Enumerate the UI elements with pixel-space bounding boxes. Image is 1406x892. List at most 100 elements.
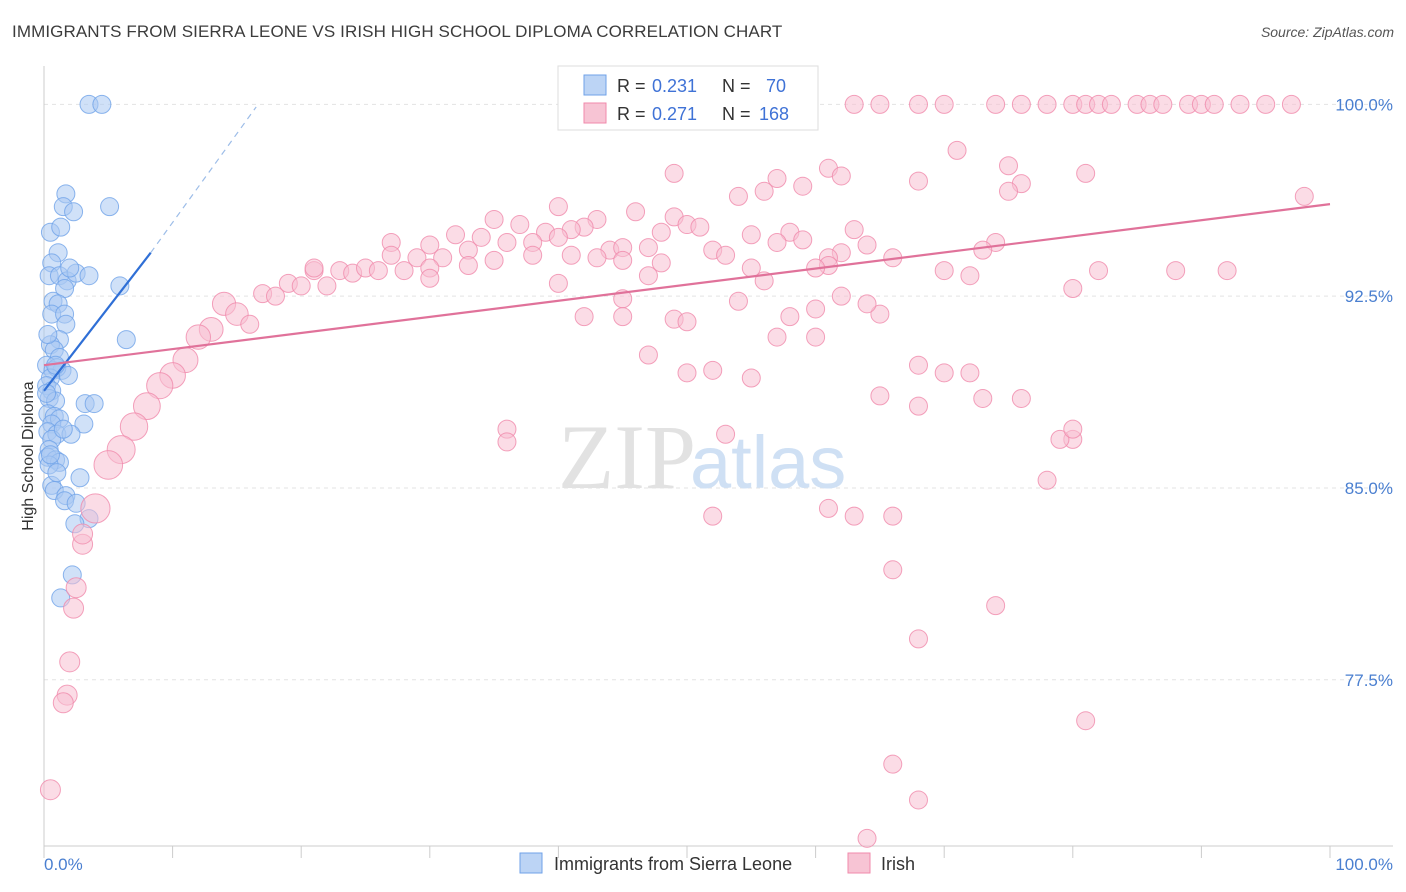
point-irish-70: [587, 248, 607, 268]
point-irish-161: [1089, 261, 1109, 281]
point-irish-62: [793, 230, 813, 250]
bottom-legend: Immigrants from Sierra Leone Irish: [519, 852, 915, 874]
point-irish-108: [146, 372, 174, 400]
point-irish-125: [780, 307, 800, 327]
y-tick-label-2: 85.0%: [1345, 479, 1393, 498]
point-irish-67: [433, 248, 453, 268]
x-tick-label-right: 100.0%: [1335, 855, 1393, 874]
point-sierra-leone-32: [58, 365, 78, 385]
point-irish-149: [1037, 470, 1057, 490]
point-sierra-leone-38: [84, 394, 104, 414]
chart-title: IMMIGRANTS FROM SIERRA LEONE VS IRISH HI…: [12, 22, 783, 41]
point-irish-159: [857, 235, 877, 255]
point-irish-37: [484, 209, 504, 229]
point-sierra-leone-69: [47, 463, 67, 483]
point-irish-163: [1217, 261, 1237, 281]
point-irish-24: [664, 163, 684, 183]
point-irish-134: [703, 360, 723, 380]
point-irish-165: [677, 363, 697, 383]
point-irish-167: [497, 432, 517, 452]
bottom-legend-swatch-blue: [519, 852, 543, 874]
point-irish-154: [883, 754, 903, 774]
point-irish-136: [806, 327, 826, 347]
point-irish-30: [999, 181, 1018, 201]
point-irish-82: [394, 261, 414, 281]
legend: R = 0.231 N = 70 R = 0.271 N = 168: [557, 65, 819, 131]
point-irish-138: [870, 386, 890, 406]
point-irish-46: [471, 227, 491, 247]
point-irish-109: [132, 392, 161, 421]
point-irish-68: [523, 245, 543, 265]
bottom-legend-label-pink: Irish: [881, 854, 915, 874]
point-irish-95: [1063, 278, 1083, 298]
point-irish-26: [831, 166, 851, 186]
point-irish-117: [63, 597, 85, 619]
point-irish-17: [1230, 94, 1250, 114]
trend-line-sierra-leone: [43, 252, 152, 392]
point-irish-25: [767, 169, 787, 189]
point-irish-61: [767, 232, 787, 252]
point-irish-144: [1063, 419, 1083, 439]
point-irish-31: [754, 181, 774, 201]
point-irish-59: [638, 238, 658, 258]
point-irish-168: [716, 424, 736, 444]
point-irish-4: [986, 94, 1006, 114]
point-irish-141: [1011, 388, 1031, 408]
point-irish-123: [677, 312, 697, 332]
point-sierra-leone-5: [100, 197, 120, 217]
legend-r-value-pink: 0.271: [652, 104, 697, 124]
bottom-legend-swatch-pink: [847, 852, 871, 874]
point-irish-128: [806, 299, 826, 319]
point-irish-145: [818, 498, 838, 518]
point-irish-96: [304, 258, 324, 278]
bottom-legend-label-blue: Immigrants from Sierra Leone: [554, 854, 792, 874]
point-irish-45: [446, 225, 466, 245]
point-irish-39: [510, 215, 530, 235]
y-tick-label-0: 100.0%: [1335, 95, 1393, 114]
point-sierra-leone-15: [110, 276, 130, 296]
point-irish-143: [1050, 429, 1070, 449]
point-sierra-leone-53: [70, 468, 90, 488]
chart-source: Source: ZipAtlas.com: [1260, 24, 1394, 40]
point-irish-132: [934, 363, 954, 383]
point-irish-86: [291, 276, 311, 296]
point-irish-155: [908, 790, 928, 810]
point-irish-10: [1101, 94, 1121, 114]
gridlines: [44, 103, 1393, 681]
point-irish-35: [626, 202, 646, 222]
point-irish-81: [368, 261, 388, 281]
point-irish-5: [1011, 94, 1031, 114]
point-irish-140: [973, 388, 993, 408]
point-irish-3: [934, 94, 954, 114]
point-irish-124: [613, 307, 633, 327]
legend-r-label-blue: R =: [617, 76, 646, 96]
point-irish-51: [844, 220, 864, 240]
point-irish-126: [574, 307, 594, 327]
point-irish-89: [265, 286, 285, 306]
point-sierra-leone-22: [116, 330, 136, 350]
y-tick-labels: 100.0% 92.5% 85.0% 77.5%: [1335, 95, 1393, 689]
point-irish-69: [561, 245, 581, 265]
point-irish-110: [119, 412, 149, 441]
watermark-zip: ZIP: [558, 406, 696, 508]
y-tick-label-1: 92.5%: [1345, 287, 1393, 306]
point-irish-65: [381, 245, 401, 265]
point-irish-0: [844, 94, 864, 114]
point-irish-162: [1166, 261, 1186, 281]
point-irish-27: [908, 171, 928, 191]
point-irish-152: [908, 629, 928, 649]
point-irish-66: [407, 248, 427, 268]
point-sierra-leone-66: [53, 419, 73, 439]
point-irish-16: [1204, 94, 1224, 114]
x-tick-label-left: 0.0%: [44, 855, 83, 874]
point-irish-129: [870, 304, 890, 324]
point-irish-92: [651, 253, 671, 273]
point-irish-6: [1037, 94, 1057, 114]
point-irish-137: [831, 286, 851, 306]
point-irish-116: [65, 577, 87, 599]
point-irish-146: [844, 506, 864, 526]
point-sierra-leone-63: [40, 445, 60, 465]
legend-n-value-blue: 70: [766, 76, 786, 96]
point-irish-156: [857, 828, 877, 848]
point-irish-131: [960, 363, 980, 383]
